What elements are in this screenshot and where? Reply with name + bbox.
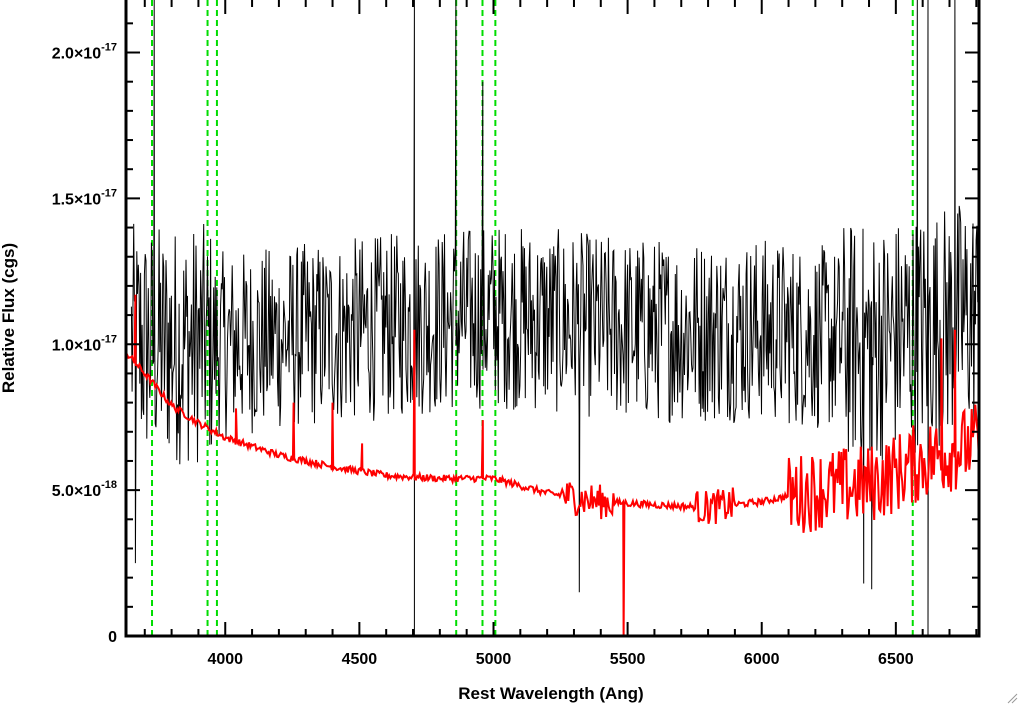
- x-tick-label: 4500: [342, 651, 378, 668]
- plot-frame: [124, 0, 981, 638]
- continuum-model-line: [125, 294, 980, 637]
- x-tick-label: 6000: [744, 651, 780, 668]
- axes: [124, 0, 981, 638]
- tick-labels: 4000 4500 5000 5500 6000 6500 0 5.0×10-18 1.0×10…: [52, 42, 914, 668]
- x-tick-label: 5500: [610, 651, 646, 668]
- resize-grip-icon[interactable]: [1006, 692, 1018, 704]
- observed-spectrum-line: [130, 0, 979, 637]
- y-tick-label: 0: [108, 629, 117, 646]
- series-layer: [125, 0, 980, 637]
- y-tick-label: 1.5×10-17: [52, 187, 117, 208]
- y-tick-label: 2.0×10-17: [52, 42, 117, 63]
- y-tick-label: 1.0×10-17: [52, 333, 117, 354]
- x-tick-label: 4000: [207, 651, 243, 668]
- x-tick-label: 6500: [878, 651, 914, 668]
- y-tick-label: 5.0×10-18: [52, 479, 117, 500]
- reference-lines: [151, 0, 914, 636]
- x-axis-title: Rest Wavelength (Ang): [458, 684, 643, 703]
- y-axis-title: Relative Flux (cgs): [0, 243, 18, 393]
- x-tick-label: 5000: [476, 651, 512, 668]
